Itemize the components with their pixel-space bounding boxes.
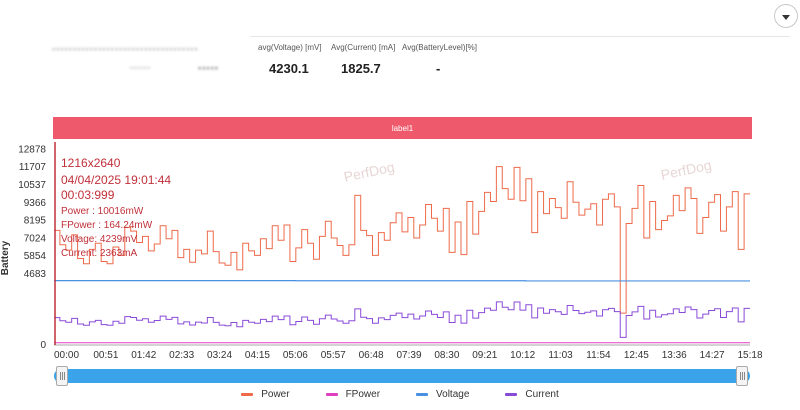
- label-bar[interactable]: label1: [53, 117, 752, 139]
- legend-swatch-voltage: [416, 393, 429, 396]
- y-tick-label: 0: [40, 340, 46, 351]
- series-line-current: [54, 301, 750, 338]
- divider: [250, 36, 790, 37]
- scrollbar-left-handle[interactable]: [56, 366, 68, 386]
- legend-label-current: Current: [525, 389, 559, 400]
- tooltip-fpower: FPower : 164.24mW: [61, 220, 153, 231]
- x-tick-label: 01:42: [131, 350, 156, 361]
- y-axis-title: Battery: [0, 240, 11, 275]
- legend-swatch-power: [241, 393, 254, 396]
- x-tick-label: 14:27: [700, 350, 725, 361]
- x-tick-label: 09:21: [472, 350, 497, 361]
- legend-item-fpower[interactable]: FPower: [325, 389, 381, 400]
- scrollbar-track[interactable]: [54, 369, 750, 383]
- power-chart[interactable]: PerfDog PerfDog 0 4683 5854 7024 8195 9366 10537…: [0, 140, 800, 366]
- tooltip-resolution: 1216x2640: [61, 156, 121, 170]
- x-tick-label: 11:03: [548, 350, 573, 361]
- y-tick-label: 11707: [19, 162, 47, 173]
- stat-header-battery: Avg(BatteryLevel)[%]: [402, 43, 477, 52]
- legend: Power FPower Voltage Current: [0, 389, 800, 400]
- y-tick-label: 8195: [24, 216, 47, 227]
- legend-item-voltage[interactable]: Voltage: [416, 389, 469, 400]
- tooltip-elapsed: 00:03:999: [61, 188, 115, 202]
- x-tick-label: 12:45: [624, 350, 649, 361]
- x-tick-label: 11:54: [586, 350, 611, 361]
- y-tick-label: 5854: [24, 251, 47, 262]
- watermark-text: PerfDog: [659, 157, 713, 183]
- x-tick-label: 02:33: [169, 350, 194, 361]
- legend-item-power[interactable]: Power: [241, 389, 290, 400]
- x-tick-label: 05:06: [283, 350, 308, 361]
- x-tick-label: 08:30: [434, 350, 459, 361]
- x-tick-label: 00:51: [93, 350, 118, 361]
- scrollbar-right-handle[interactable]: [736, 366, 748, 386]
- chevron-down-icon: [782, 14, 790, 20]
- stat-header-voltage: avg(Voltage) [mV]: [258, 43, 322, 52]
- label-bar-text: label1: [391, 123, 414, 133]
- tooltip-power: Power : 10016mW: [61, 206, 144, 217]
- y-tick-label: 10537: [18, 180, 46, 191]
- legend-label-power: Power: [261, 389, 290, 400]
- y-tick-label: 4683: [24, 269, 47, 280]
- x-tick-label: 04:15: [245, 350, 270, 361]
- y-tick-label: 9366: [24, 198, 47, 209]
- y-tick-label: 7024: [24, 233, 47, 244]
- legend-label-voltage: Voltage: [436, 389, 470, 400]
- x-tick-label: 15:18: [737, 350, 762, 361]
- stat-value-current: 1825.7: [341, 61, 381, 76]
- legend-swatch-current: [505, 393, 518, 396]
- x-tick-label: 00:00: [54, 350, 79, 361]
- x-tick-label: 13:36: [662, 350, 687, 361]
- x-tick-label: 06:48: [359, 350, 384, 361]
- stat-value-battery: -: [436, 61, 441, 76]
- dropdown-button[interactable]: [774, 4, 798, 28]
- series-line-power: [54, 166, 750, 314]
- legend-label-fpower: FPower: [345, 389, 381, 400]
- legend-swatch-fpower: [325, 393, 338, 396]
- x-tick-label: 05:57: [321, 350, 346, 361]
- stat-value-voltage: 4230.1: [269, 61, 309, 76]
- blurred-device-name: ▪▪▪▪▪▪▪▪▪▪▪▪▪▪▪▪▪▪▪▪▪▪▪▪▪▪▪▪▪▪▪▪▪▪▪: [52, 44, 199, 54]
- blurred-device-detail: ▪▪▪▪▪▪: [130, 65, 151, 72]
- x-tick-label: 07:39: [396, 350, 421, 361]
- tooltip-datetime: 04/04/2025 19:01:44: [61, 173, 171, 187]
- x-tick-label: 03:24: [207, 350, 232, 361]
- blurred-app-name: ▪▪▪▪▪: [198, 63, 219, 73]
- y-tick-label: 12878: [18, 144, 46, 155]
- watermark-text: PerfDog: [342, 159, 396, 185]
- tooltip-current: Current: 2363mA: [61, 248, 137, 259]
- x-tick-label: 10:12: [510, 350, 535, 361]
- tooltip-voltage: Voltage: 4239mV: [61, 234, 137, 245]
- stat-header-current: Avg(Current) [mA]: [331, 43, 396, 52]
- legend-item-current[interactable]: Current: [505, 389, 559, 400]
